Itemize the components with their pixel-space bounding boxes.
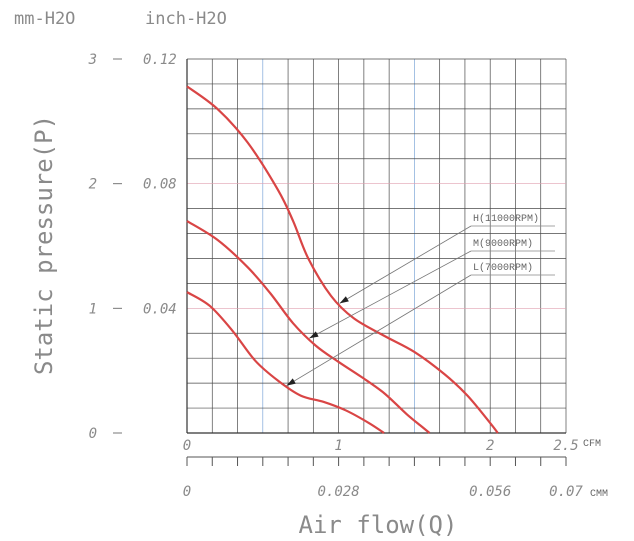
x-tick-label-cfm: 2.5 xyxy=(553,438,578,454)
x-tick-label-cmm: 0 xyxy=(183,484,191,500)
tick-labels: 0 1 2 3 0.04 0.08 0.12 0 1 2 2.5 CFM 0 0.028 0.056 0.07… xyxy=(88,52,608,500)
legend-leader-line xyxy=(339,225,472,304)
y-tick-label-mm: 2 xyxy=(89,177,97,193)
x-tick-label-cfm: 1 xyxy=(334,438,342,454)
legend: H(11000RPM) M(9000RPM) L(7000RPM) xyxy=(286,213,555,386)
unit-label-inch: inch-H2O xyxy=(145,9,227,29)
y-tick-label-mm: 3 xyxy=(88,52,97,68)
series-line xyxy=(186,291,385,434)
unit-label-mm: mm-H2O xyxy=(14,9,75,29)
axes xyxy=(113,58,567,466)
y-axis-title: Static pressure(P) xyxy=(30,115,58,375)
y-tick-label-mm: 1 xyxy=(89,301,97,317)
series-line xyxy=(186,220,431,434)
y-tick-label-mm: 0 xyxy=(89,426,97,442)
legend-arrowhead xyxy=(309,331,319,339)
x-tick-label-cmm: 0.056 xyxy=(469,484,511,500)
legend-arrowhead xyxy=(339,296,349,304)
series-line xyxy=(186,85,499,434)
x-unit-cmm: CMM xyxy=(590,489,608,500)
y-tick-label-inch: 0.12 xyxy=(143,52,177,68)
y-tick-label-inch: 0.08 xyxy=(143,177,177,193)
legend-leader-line xyxy=(286,274,472,386)
x-tick-label-cfm: 0 xyxy=(183,438,191,454)
x-axis-title: Air flow(Q) xyxy=(299,511,458,539)
legend-leader-line xyxy=(309,250,472,339)
legend-label: H(11000RPM) xyxy=(473,213,539,225)
legend-arrowhead xyxy=(286,378,296,386)
x-tick-label-cmm: 0.07 xyxy=(549,484,583,500)
x-tick-label-cmm: 0.028 xyxy=(318,484,360,500)
legend-label: L(7000RPM) xyxy=(473,262,533,274)
x-unit-cfm: CFM xyxy=(583,439,601,450)
series-curves xyxy=(186,85,499,434)
plot-grid xyxy=(186,58,567,434)
x-tick-label-cfm: 2 xyxy=(486,438,494,454)
y-tick-label-inch: 0.04 xyxy=(143,301,177,317)
legend-label: M(9000RPM) xyxy=(473,238,533,250)
